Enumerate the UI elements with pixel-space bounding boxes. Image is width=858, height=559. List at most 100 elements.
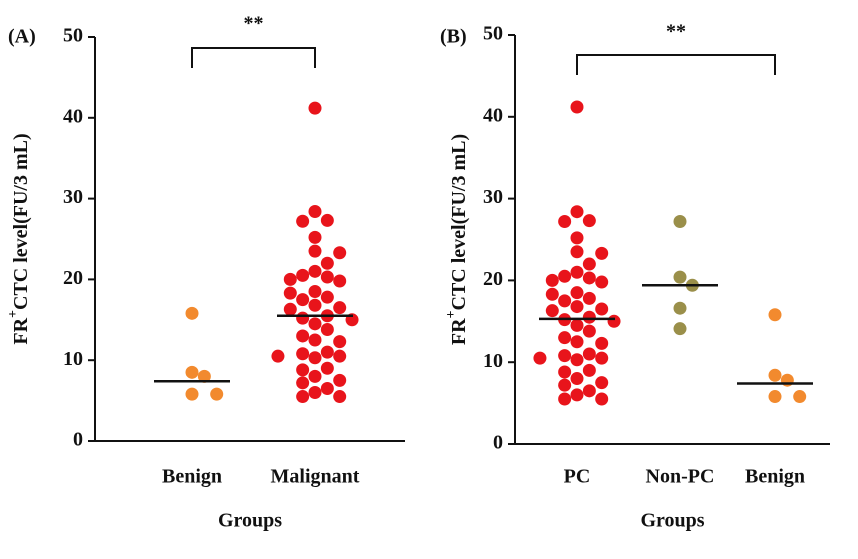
y-axis-label: FR+CTC level(FU/3 mL) xyxy=(6,133,31,344)
data-point xyxy=(296,347,310,361)
data-point xyxy=(308,264,322,278)
data-point xyxy=(296,329,310,343)
data-point xyxy=(320,322,334,336)
y-tick-label: 20 xyxy=(483,268,503,290)
data-point xyxy=(582,257,596,271)
data-point xyxy=(333,349,347,363)
data-point xyxy=(533,351,547,365)
data-point xyxy=(673,301,687,315)
data-point xyxy=(768,390,782,404)
data-point xyxy=(308,205,322,219)
data-point xyxy=(308,244,322,258)
y-tick-label: 40 xyxy=(63,105,83,127)
y-axis-label-part: + xyxy=(444,310,459,318)
data-point xyxy=(283,302,297,316)
y-tick-label: 30 xyxy=(483,186,503,208)
data-point xyxy=(570,353,584,367)
significance-bracket xyxy=(191,47,316,68)
data-point xyxy=(283,286,297,300)
data-point xyxy=(582,324,596,338)
y-tick-label: 50 xyxy=(63,25,83,47)
data-point xyxy=(320,361,334,375)
data-point xyxy=(320,213,334,227)
y-tick-label: 0 xyxy=(493,432,503,454)
data-point xyxy=(570,245,584,259)
data-point xyxy=(308,351,322,365)
data-point xyxy=(308,285,322,299)
data-point xyxy=(320,256,334,270)
data-point xyxy=(558,392,572,406)
data-point xyxy=(320,270,334,284)
data-point xyxy=(296,268,310,282)
data-point xyxy=(308,386,322,400)
data-point xyxy=(607,314,621,328)
y-tick-label: 50 xyxy=(483,23,503,45)
data-point xyxy=(570,265,584,279)
data-point xyxy=(582,347,596,361)
data-point xyxy=(333,274,347,288)
data-point xyxy=(595,336,609,350)
data-point xyxy=(570,372,584,386)
data-point xyxy=(558,215,572,229)
data-point xyxy=(197,369,211,383)
data-point xyxy=(570,318,584,332)
data-point xyxy=(333,373,347,387)
y-tick-label: 30 xyxy=(63,186,83,208)
significance-bracket xyxy=(576,54,776,75)
data-point xyxy=(558,349,572,363)
data-point xyxy=(296,214,310,228)
data-point xyxy=(673,270,687,284)
data-point xyxy=(780,373,794,387)
data-point xyxy=(570,300,584,314)
y-tick-label: 20 xyxy=(63,267,83,289)
x-tick-label: Benign xyxy=(745,466,805,488)
data-point xyxy=(595,275,609,289)
data-point xyxy=(333,335,347,349)
data-point xyxy=(296,390,310,404)
data-point xyxy=(558,294,572,308)
data-point xyxy=(333,246,347,260)
data-point xyxy=(582,310,596,324)
data-point xyxy=(333,390,347,404)
x-axis-label: Groups xyxy=(218,510,282,532)
y-axis-label: FR+CTC level(FU/3 mL) xyxy=(444,134,469,345)
data-point xyxy=(283,272,297,286)
data-point xyxy=(320,381,334,395)
y-tick-label: 40 xyxy=(483,104,503,126)
data-point xyxy=(570,335,584,349)
data-point xyxy=(582,214,596,228)
data-point xyxy=(308,230,322,244)
data-point xyxy=(570,286,584,300)
x-tick-label: Non-PC xyxy=(646,466,715,488)
data-point xyxy=(271,349,285,363)
x-tick-label: PC xyxy=(564,466,591,488)
data-point xyxy=(558,378,572,392)
y-tick-label: 10 xyxy=(63,348,83,370)
data-point xyxy=(296,293,310,307)
data-point xyxy=(595,392,609,406)
panel-label: (B) xyxy=(440,26,467,48)
data-point xyxy=(673,322,687,336)
y-axis-label-part: CTC level(FU/3 mL) xyxy=(448,134,470,311)
data-point xyxy=(673,215,687,229)
data-point xyxy=(570,205,584,219)
data-point xyxy=(308,317,322,331)
data-point xyxy=(570,231,584,245)
data-point xyxy=(595,351,609,365)
y-tick-label: 0 xyxy=(73,429,83,451)
data-point xyxy=(768,308,782,322)
data-point xyxy=(320,345,334,359)
data-point xyxy=(570,388,584,402)
data-point xyxy=(558,269,572,283)
data-point xyxy=(185,365,199,379)
data-point xyxy=(308,101,322,115)
y-axis-label-part: + xyxy=(6,310,21,318)
data-point xyxy=(595,302,609,316)
data-point xyxy=(185,387,199,401)
data-point xyxy=(308,369,322,383)
data-point xyxy=(582,271,596,285)
data-point xyxy=(545,287,559,301)
data-point xyxy=(320,290,334,304)
data-point xyxy=(308,333,322,347)
x-tick-label: Benign xyxy=(162,466,222,488)
